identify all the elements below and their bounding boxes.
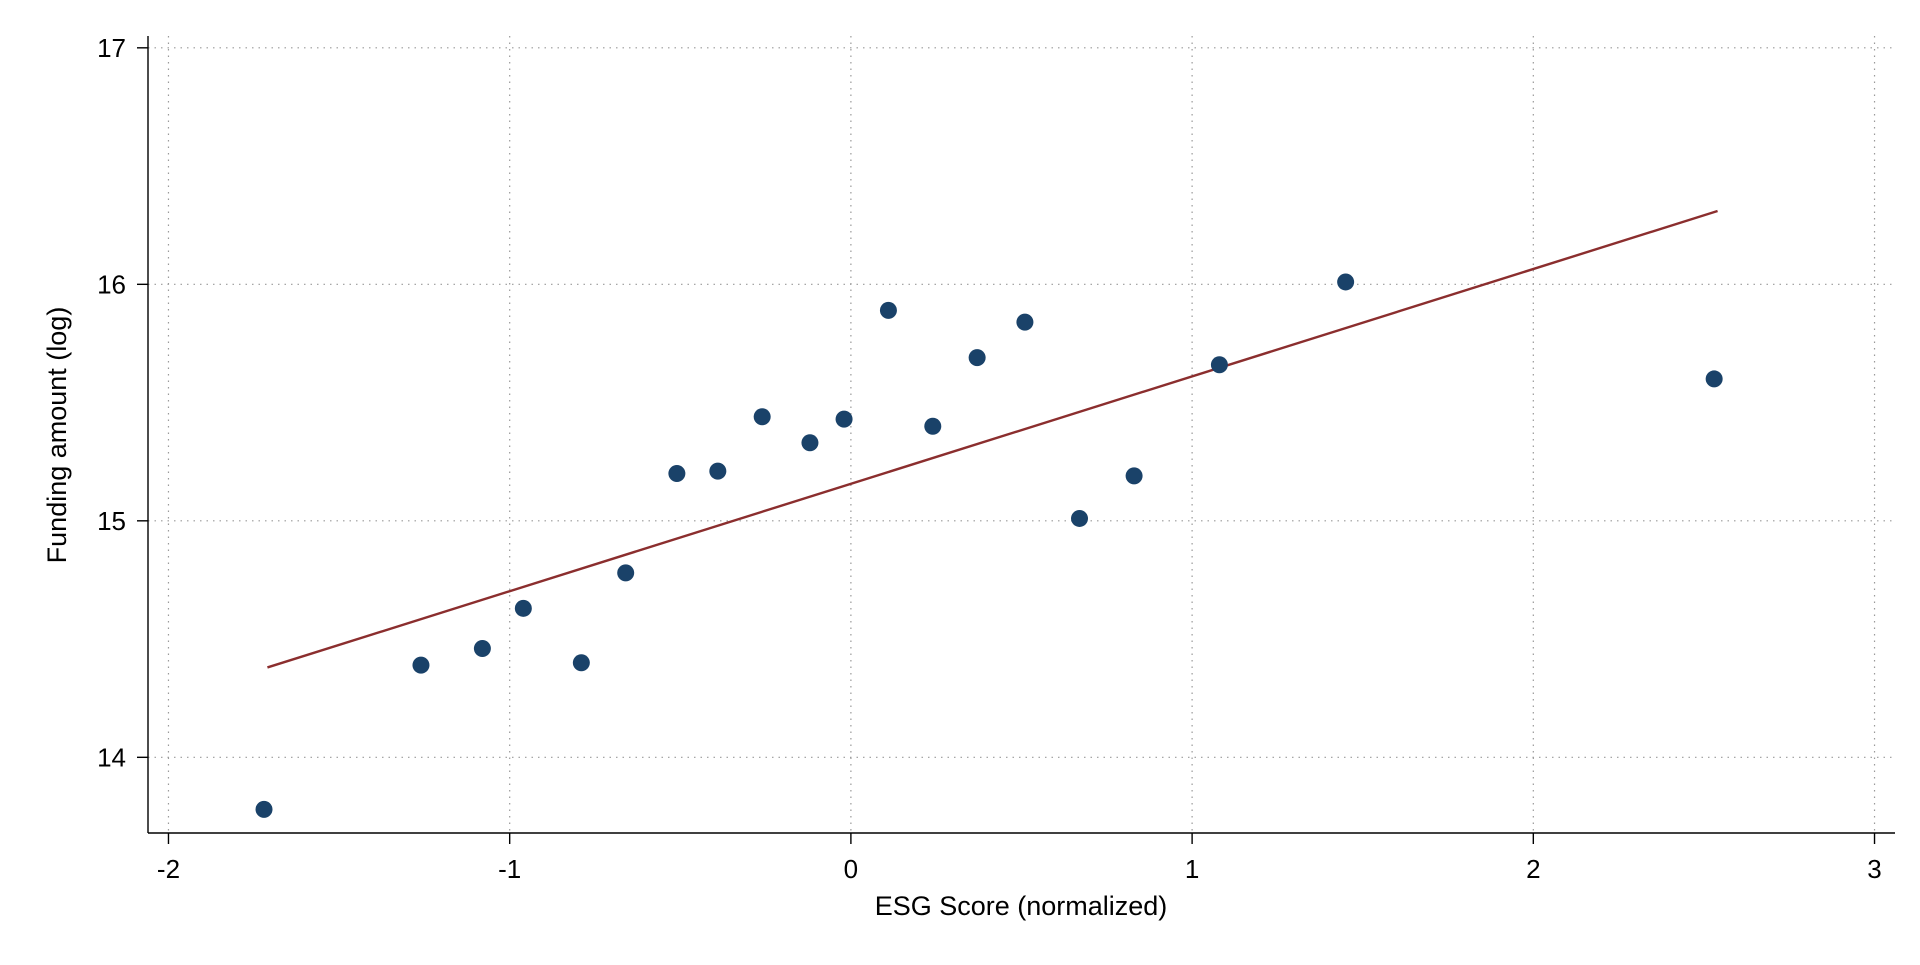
scatter-point (617, 564, 635, 582)
scatter-point (753, 408, 771, 426)
scatter-point (1210, 356, 1228, 374)
fit-line-layer (267, 209, 1718, 669)
scatter-point (1337, 273, 1355, 291)
scatter-point (514, 599, 532, 617)
gridlines (148, 36, 1895, 833)
scatter-point (473, 640, 491, 658)
scatter-point (1705, 370, 1723, 388)
scatter-point (801, 434, 819, 452)
x-axis-title: ESG Score (normalized) (875, 891, 1168, 921)
scatter-point (572, 654, 590, 672)
fit-line (267, 209, 1718, 669)
x-tick-label: -2 (157, 854, 180, 884)
y-tick-label: 17 (97, 33, 126, 63)
y-tick-label: 15 (97, 506, 126, 536)
axis-ticks: -2 -1 0 1 2 3 14 15 16 17 (97, 33, 1882, 884)
scatter-point (924, 417, 942, 435)
scatter-point (1125, 467, 1143, 485)
scatter-point (255, 800, 273, 818)
x-tick-label: 2 (1526, 854, 1540, 884)
scatter-point (412, 656, 430, 674)
x-tick-label: -1 (498, 854, 521, 884)
scatter-point (968, 349, 986, 367)
y-tick-label: 14 (97, 742, 126, 772)
scatter-point (1016, 313, 1034, 331)
x-tick-label: 3 (1867, 854, 1881, 884)
y-tick-label: 16 (97, 269, 126, 299)
scatter-point (668, 465, 686, 483)
scatter-points (255, 273, 1723, 818)
scatter-point (879, 301, 897, 319)
scatter-point (709, 462, 727, 480)
scatter-point (835, 410, 853, 428)
scatter-point (1071, 509, 1089, 527)
axes (147, 36, 1895, 834)
y-axis-title: Funding amount (log) (42, 307, 72, 564)
x-tick-label: 1 (1185, 854, 1199, 884)
x-tick-label: 0 (844, 854, 858, 884)
